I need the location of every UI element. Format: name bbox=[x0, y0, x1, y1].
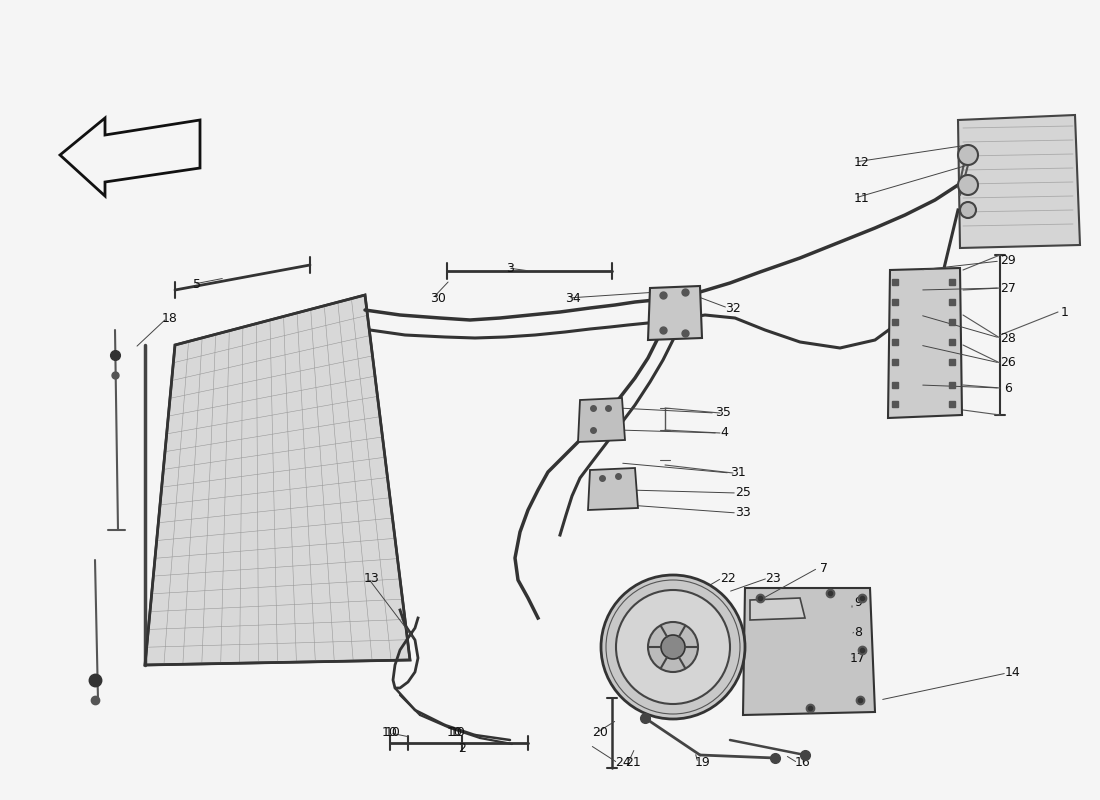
Circle shape bbox=[601, 575, 745, 719]
Text: 30: 30 bbox=[430, 291, 446, 305]
Text: 2: 2 bbox=[458, 742, 466, 754]
Circle shape bbox=[958, 145, 978, 165]
Text: 22: 22 bbox=[720, 571, 736, 585]
Polygon shape bbox=[578, 398, 625, 442]
Text: 21: 21 bbox=[625, 757, 641, 770]
Text: 6: 6 bbox=[1004, 382, 1012, 394]
Text: 31: 31 bbox=[730, 466, 746, 479]
Polygon shape bbox=[648, 286, 702, 340]
Text: 35: 35 bbox=[715, 406, 730, 419]
Circle shape bbox=[616, 590, 730, 704]
Text: 14: 14 bbox=[1005, 666, 1021, 679]
Text: 11: 11 bbox=[854, 191, 870, 205]
Text: 24: 24 bbox=[615, 757, 631, 770]
Text: 34: 34 bbox=[565, 291, 581, 305]
Text: 25: 25 bbox=[735, 486, 751, 499]
Text: 17: 17 bbox=[850, 651, 866, 665]
Circle shape bbox=[648, 622, 698, 672]
Text: 28: 28 bbox=[1000, 331, 1016, 345]
Text: 29: 29 bbox=[1000, 254, 1016, 267]
Text: 10: 10 bbox=[385, 726, 400, 739]
Text: 10: 10 bbox=[447, 726, 463, 739]
Text: 8: 8 bbox=[854, 626, 862, 639]
Text: 5: 5 bbox=[192, 278, 201, 290]
Polygon shape bbox=[958, 115, 1080, 248]
Circle shape bbox=[958, 175, 978, 195]
Circle shape bbox=[960, 202, 976, 218]
Polygon shape bbox=[742, 588, 874, 715]
Polygon shape bbox=[750, 598, 805, 620]
Text: 19: 19 bbox=[695, 757, 711, 770]
Text: 4: 4 bbox=[720, 426, 728, 439]
Text: 10: 10 bbox=[382, 726, 398, 739]
Text: 18: 18 bbox=[162, 311, 178, 325]
Polygon shape bbox=[145, 295, 410, 665]
Text: 3: 3 bbox=[506, 262, 514, 274]
Text: 23: 23 bbox=[766, 571, 781, 585]
Text: 27: 27 bbox=[1000, 282, 1016, 294]
Text: 12: 12 bbox=[854, 155, 870, 169]
Polygon shape bbox=[588, 468, 638, 510]
Text: 10: 10 bbox=[450, 726, 466, 739]
Text: 20: 20 bbox=[592, 726, 608, 739]
Polygon shape bbox=[60, 118, 200, 196]
Text: 32: 32 bbox=[725, 302, 741, 314]
Text: 13: 13 bbox=[364, 571, 380, 585]
Text: 26: 26 bbox=[1000, 357, 1016, 370]
Text: 9: 9 bbox=[854, 597, 862, 610]
Text: 16: 16 bbox=[795, 757, 811, 770]
Text: 33: 33 bbox=[735, 506, 751, 519]
Text: 7: 7 bbox=[820, 562, 828, 574]
Polygon shape bbox=[888, 268, 962, 418]
Text: 1: 1 bbox=[1062, 306, 1069, 318]
Circle shape bbox=[661, 635, 685, 659]
